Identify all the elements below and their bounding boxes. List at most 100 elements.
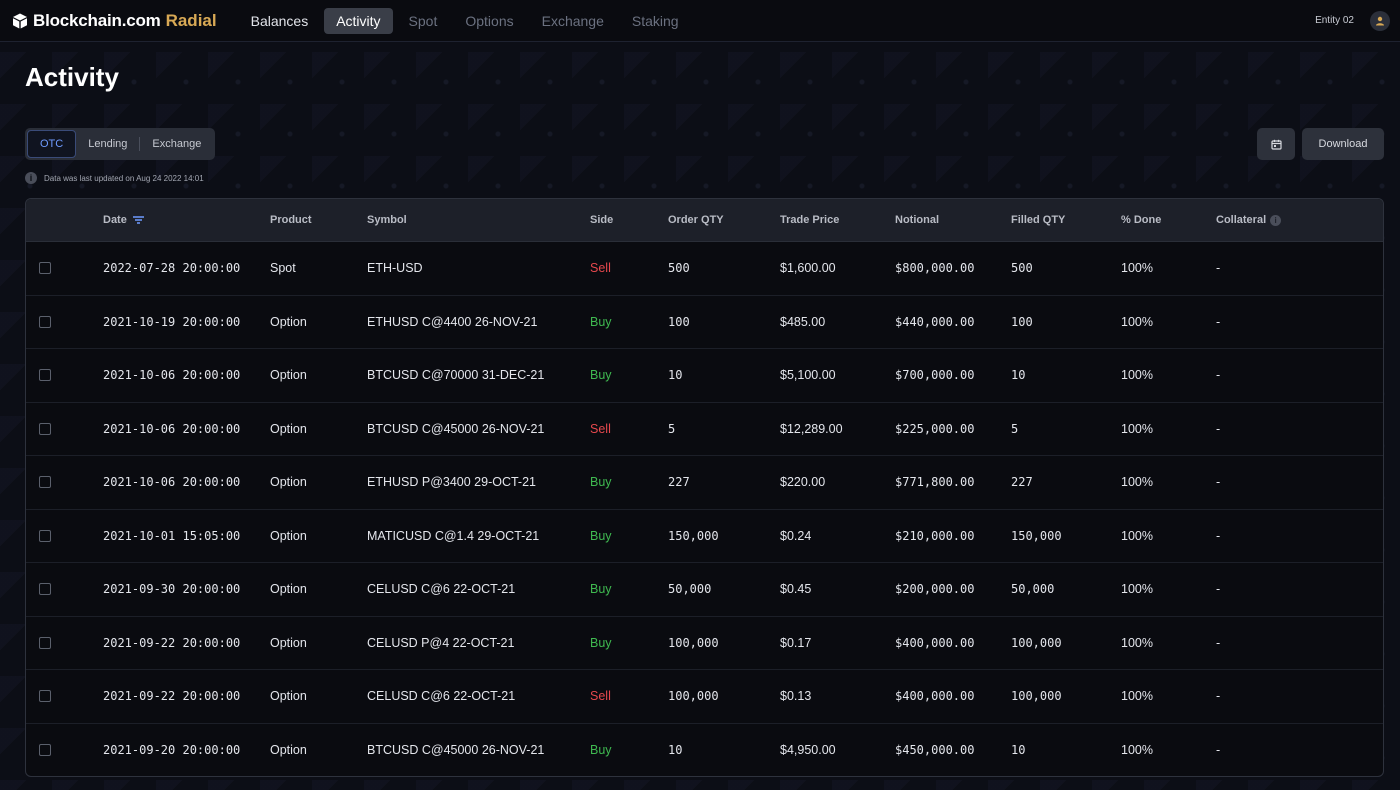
header-pct-done[interactable]: % Done — [1121, 214, 1162, 226]
row-symbol: MATICUSD C@1.4 29-OCT-21 — [367, 528, 540, 543]
row-checkbox[interactable] — [39, 369, 51, 382]
row-side: Buy — [590, 475, 612, 490]
date-filter-button[interactable] — [1257, 128, 1295, 160]
row-filled-qty: 100,000 — [1011, 689, 1062, 704]
row-pct-done: 100% — [1121, 314, 1153, 329]
nav-activity[interactable]: Activity — [324, 7, 393, 34]
row-date: 2021-09-20 20:00:00 — [103, 743, 241, 758]
tab-exchange[interactable]: Exchange — [152, 138, 202, 150]
tab-lending[interactable]: Lending — [88, 138, 128, 150]
row-notional: $440,000.00 — [895, 314, 975, 329]
last-updated-text: Data was last updated on Aug 24 2022 14:… — [44, 173, 204, 183]
row-select-cell — [26, 262, 103, 275]
header-date[interactable]: Date — [103, 214, 270, 226]
table-row[interactable]: 2021-09-30 20:00:00 Option CELUSD C@6 22-O… — [26, 563, 1383, 617]
nav-spot[interactable]: Spot — [408, 12, 438, 29]
row-product: Spot — [270, 261, 296, 276]
header-side[interactable]: Side — [590, 214, 614, 226]
row-date: 2021-10-06 20:00:00 — [103, 421, 241, 436]
tab-otc[interactable]: OTC — [27, 130, 77, 158]
table-row[interactable]: 2021-09-22 20:00:00 Option CELUSD C@6 22-O… — [26, 670, 1383, 724]
collateral-info-icon[interactable]: i — [1270, 214, 1282, 226]
row-product: Option — [270, 635, 307, 650]
row-checkbox[interactable] — [39, 690, 51, 703]
row-order-qty: 5 — [668, 421, 676, 436]
calendar-icon — [1270, 139, 1282, 150]
row-order-qty: 227 — [668, 475, 690, 490]
nav-balances[interactable]: Balances — [250, 12, 309, 29]
table-row[interactable]: 2021-10-01 15:05:00 Option MATICUSD C@1.4 … — [26, 510, 1383, 563]
header-order-qty[interactable]: Order QTY — [668, 214, 724, 226]
row-notional: $200,000.00 — [895, 582, 975, 597]
user-icon — [1376, 16, 1384, 25]
row-select-cell — [26, 583, 103, 596]
download-button[interactable]: Download — [1302, 128, 1384, 160]
row-side: Buy — [590, 528, 612, 543]
row-date: 2021-10-01 15:05:00 — [103, 528, 241, 543]
table-row[interactable]: 2021-10-19 20:00:00 Option ETHUSD C@4400 2… — [26, 296, 1383, 349]
row-select-cell — [26, 690, 103, 703]
row-trade-price: $4,950.00 — [780, 743, 836, 758]
row-checkbox[interactable] — [39, 529, 51, 542]
row-collateral: - — [1216, 368, 1221, 383]
row-order-qty: 10 — [668, 743, 683, 758]
row-filled-qty: 500 — [1011, 261, 1033, 276]
row-checkbox[interactable] — [39, 583, 51, 596]
row-date: 2021-09-30 20:00:00 — [103, 582, 241, 597]
nav-staking[interactable]: Staking — [631, 12, 679, 29]
top-nav: Blockchain.com Radial Balances Activity … — [0, 0, 1400, 42]
row-symbol: BTCUSD C@45000 26-NOV-21 — [367, 743, 545, 758]
brand-name: Blockchain.com — [33, 10, 161, 30]
row-product: Option — [270, 689, 307, 704]
row-order-qty: 100 — [668, 314, 690, 329]
table-row[interactable]: 2021-10-06 20:00:00 Option BTCUSD C@45000 … — [26, 403, 1383, 456]
row-date: 2021-10-06 20:00:00 — [103, 368, 241, 383]
row-checkbox[interactable] — [39, 422, 51, 435]
row-collateral: - — [1216, 421, 1221, 436]
header-notional[interactable]: Notional — [895, 214, 939, 226]
row-symbol: BTCUSD C@70000 31-DEC-21 — [367, 368, 545, 383]
row-checkbox[interactable] — [39, 315, 51, 328]
row-collateral: - — [1216, 261, 1221, 276]
header-product[interactable]: Product — [270, 214, 312, 226]
info-icon: i — [25, 172, 37, 184]
row-product: Option — [270, 528, 307, 543]
header-symbol[interactable]: Symbol — [367, 214, 407, 226]
brand-logo[interactable]: Blockchain.com Radial — [12, 11, 217, 31]
row-checkbox[interactable] — [39, 744, 51, 757]
entity-selector[interactable]: Entity 02 — [1315, 15, 1354, 26]
row-pct-done: 100% — [1121, 261, 1153, 276]
nav-options[interactable]: Options — [465, 12, 514, 29]
row-collateral: - — [1216, 582, 1221, 597]
nav-exchange[interactable]: Exchange — [541, 12, 604, 29]
row-filled-qty: 150,000 — [1011, 528, 1062, 543]
header-collateral[interactable]: Collateral i — [1216, 214, 1366, 226]
row-checkbox[interactable] — [39, 262, 51, 275]
user-avatar[interactable] — [1370, 10, 1390, 31]
header-collateral-label: Collateral — [1216, 214, 1267, 226]
table-row[interactable]: 2022-07-28 20:00:00 Spot ETH-USD Sell 500 $1,… — [26, 242, 1383, 296]
header-trade-price[interactable]: Trade Price — [780, 214, 840, 226]
table-row[interactable]: 2021-10-06 20:00:00 Option ETHUSD P@3400 2… — [26, 456, 1383, 510]
row-date: 2021-10-19 20:00:00 — [103, 314, 241, 329]
row-pct-done: 100% — [1121, 475, 1153, 490]
row-select-cell — [26, 744, 103, 757]
row-notional: $700,000.00 — [895, 368, 975, 383]
row-filled-qty: 50,000 — [1011, 582, 1055, 597]
table-row[interactable]: 2021-09-22 20:00:00 Option CELUSD P@4 22-O… — [26, 617, 1383, 670]
row-side: Buy — [590, 314, 612, 329]
row-checkbox[interactable] — [39, 636, 51, 649]
row-select-cell — [26, 476, 103, 489]
row-checkbox[interactable] — [39, 476, 51, 489]
row-product: Option — [270, 368, 307, 383]
header-filled-qty[interactable]: Filled QTY — [1011, 214, 1066, 226]
sort-icon[interactable] — [132, 216, 144, 224]
table-row[interactable]: 2021-09-20 20:00:00 Option BTCUSD C@45000 … — [26, 724, 1383, 777]
row-collateral: - — [1216, 314, 1221, 329]
row-side: Buy — [590, 635, 612, 650]
row-order-qty: 10 — [668, 368, 683, 383]
row-filled-qty: 227 — [1011, 475, 1033, 490]
row-trade-price: $0.13 — [780, 689, 812, 704]
table-row[interactable]: 2021-10-06 20:00:00 Option BTCUSD C@70000 … — [26, 349, 1383, 403]
row-side: Buy — [590, 368, 612, 383]
